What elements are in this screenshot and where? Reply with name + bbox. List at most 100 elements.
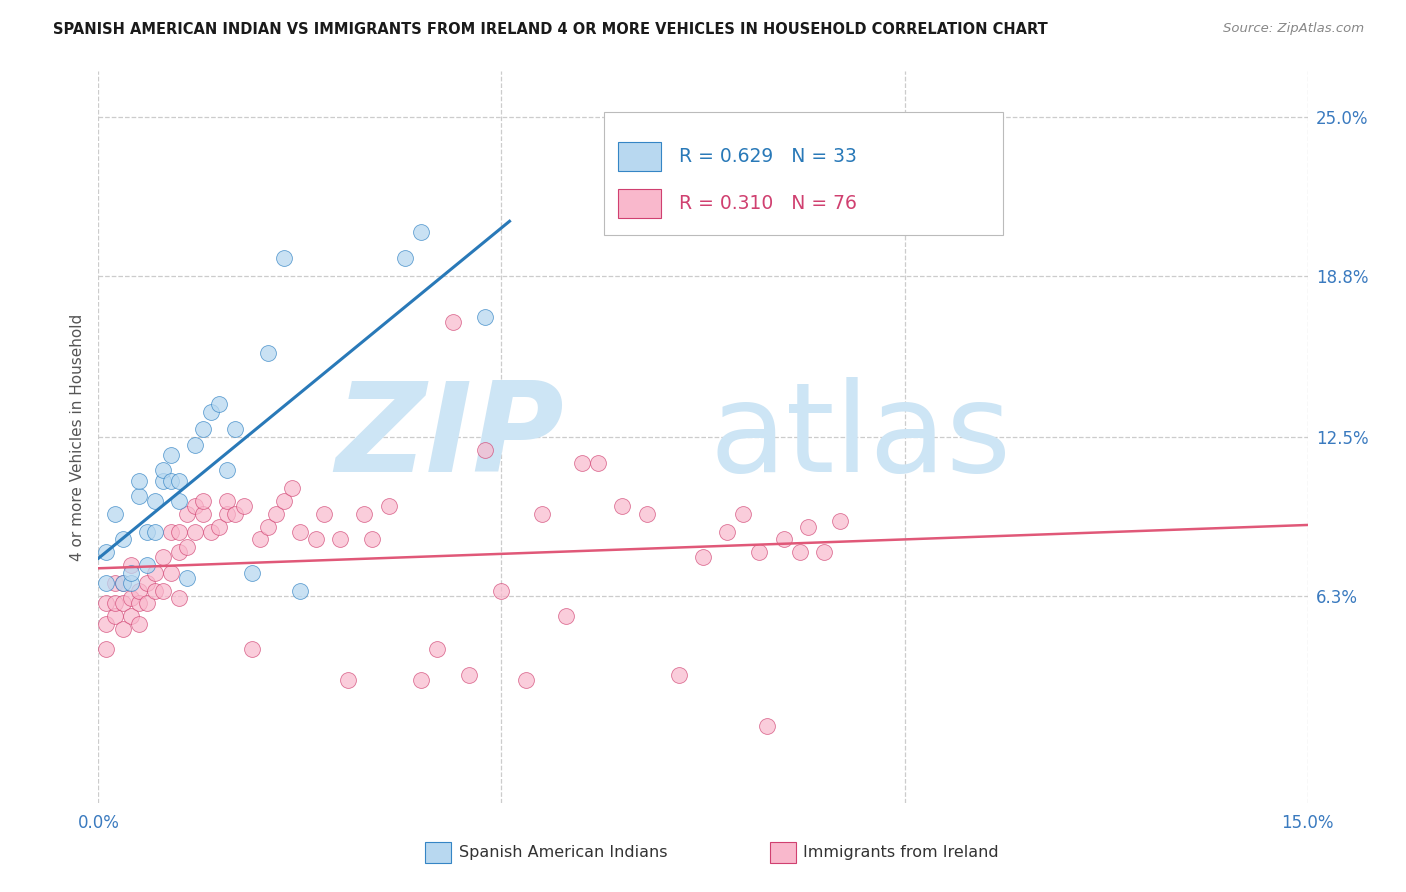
Point: [716, 524, 738, 539]
Point: [200, 404, 222, 418]
Point: [515, 673, 537, 687]
Point: [217, 463, 239, 477]
Point: [143, 524, 166, 539]
Text: Spanish American Indians: Spanish American Indians: [458, 845, 668, 860]
Point: [128, 596, 150, 610]
FancyBboxPatch shape: [603, 112, 1002, 235]
Point: [458, 668, 481, 682]
Point: [377, 499, 399, 513]
Point: [111, 622, 134, 636]
Point: [135, 524, 157, 539]
Point: [160, 448, 183, 462]
Point: [305, 533, 328, 547]
Point: [530, 507, 553, 521]
Point: [208, 519, 231, 533]
Point: [135, 558, 157, 572]
Point: [120, 609, 142, 624]
Point: [772, 533, 794, 547]
Bar: [425, 842, 451, 863]
Point: [103, 596, 125, 610]
Point: [111, 575, 134, 590]
Point: [273, 494, 295, 508]
Point: [491, 583, 513, 598]
Point: [636, 507, 658, 521]
Point: [120, 566, 142, 580]
Point: [733, 507, 755, 521]
Point: [813, 545, 835, 559]
Point: [256, 345, 278, 359]
Point: [120, 558, 142, 572]
Point: [249, 533, 271, 547]
Point: [353, 507, 375, 521]
Point: [128, 489, 150, 503]
Text: atlas: atlas: [709, 376, 1011, 498]
Point: [176, 540, 198, 554]
Y-axis label: 4 or more Vehicles in Household: 4 or more Vehicles in Household: [69, 313, 84, 561]
Point: [96, 545, 118, 559]
Point: [167, 591, 190, 606]
Point: [103, 609, 125, 624]
Point: [120, 575, 142, 590]
Point: [152, 583, 174, 598]
Bar: [769, 842, 796, 863]
Text: R = 0.629   N = 33: R = 0.629 N = 33: [679, 147, 856, 166]
Point: [208, 397, 231, 411]
Point: [103, 575, 125, 590]
Point: [176, 571, 198, 585]
Point: [160, 566, 183, 580]
Point: [224, 507, 246, 521]
Text: R = 0.310   N = 76: R = 0.310 N = 76: [679, 194, 856, 213]
Point: [96, 575, 118, 590]
Point: [96, 616, 118, 631]
Point: [240, 642, 263, 657]
Point: [167, 545, 190, 559]
Bar: [619, 142, 661, 171]
Point: [555, 609, 578, 624]
Point: [612, 499, 634, 513]
Point: [96, 596, 118, 610]
Point: [193, 507, 215, 521]
Bar: [619, 189, 661, 219]
Point: [337, 673, 360, 687]
Point: [756, 719, 779, 733]
Point: [167, 494, 190, 508]
Point: [288, 524, 311, 539]
Point: [789, 545, 811, 559]
Point: [692, 550, 714, 565]
Point: [232, 499, 254, 513]
Point: [217, 507, 239, 521]
Point: [441, 315, 464, 329]
Point: [152, 550, 174, 565]
Point: [96, 642, 118, 657]
Point: [103, 507, 125, 521]
Point: [184, 524, 207, 539]
Point: [160, 524, 183, 539]
Point: [240, 566, 263, 580]
Point: [135, 575, 157, 590]
Text: Immigrants from Ireland: Immigrants from Ireland: [803, 845, 1000, 860]
Point: [426, 642, 449, 657]
Point: [409, 673, 432, 687]
Point: [160, 474, 183, 488]
Text: ZIP: ZIP: [335, 376, 564, 498]
Point: [167, 474, 190, 488]
Point: [143, 494, 166, 508]
Point: [474, 310, 496, 324]
Point: [217, 494, 239, 508]
Point: [361, 533, 384, 547]
Point: [143, 583, 166, 598]
Point: [288, 583, 311, 598]
Point: [111, 596, 134, 610]
Point: [128, 616, 150, 631]
Point: [193, 422, 215, 436]
Point: [120, 591, 142, 606]
Point: [184, 499, 207, 513]
Point: [128, 583, 150, 598]
Point: [668, 668, 690, 682]
Text: Source: ZipAtlas.com: Source: ZipAtlas.com: [1223, 22, 1364, 36]
Point: [152, 474, 174, 488]
Point: [748, 545, 770, 559]
Point: [143, 566, 166, 580]
Point: [224, 422, 246, 436]
Point: [167, 524, 190, 539]
